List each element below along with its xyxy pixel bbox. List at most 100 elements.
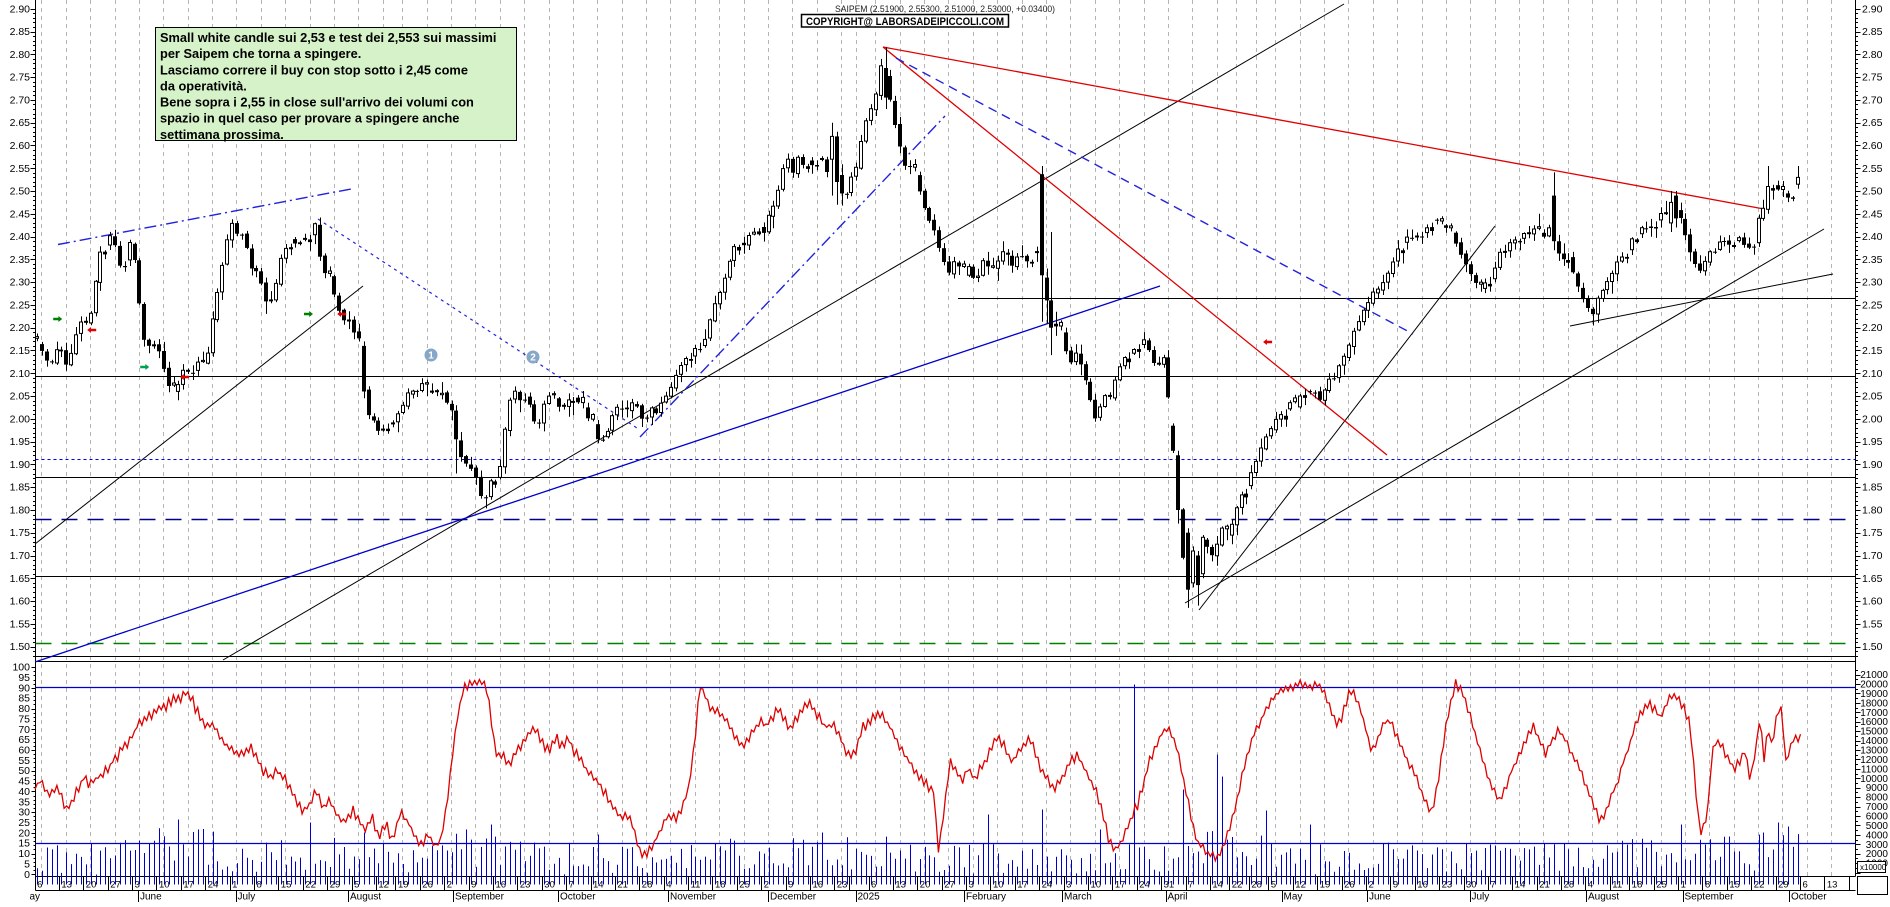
svg-text:2.55: 2.55	[1862, 163, 1883, 175]
svg-text:2.50: 2.50	[10, 186, 31, 198]
svg-text:8: 8	[1705, 880, 1710, 891]
svg-text:1.75: 1.75	[10, 527, 31, 539]
svg-text:September: September	[1685, 892, 1735, 903]
svg-text:14: 14	[593, 880, 604, 891]
svg-text:5: 5	[1271, 880, 1276, 891]
svg-text:6000: 6000	[1866, 812, 1889, 823]
svg-text:30: 30	[1466, 880, 1477, 891]
svg-text:1.55: 1.55	[10, 618, 31, 630]
svg-text:2.55: 2.55	[10, 163, 31, 175]
svg-text:4: 4	[1588, 880, 1593, 891]
svg-text:70: 70	[18, 724, 30, 736]
svg-text:22: 22	[1754, 880, 1765, 891]
svg-text:2.15: 2.15	[10, 345, 31, 357]
svg-text:20000: 20000	[1860, 680, 1888, 691]
svg-text:5: 5	[24, 858, 30, 870]
svg-text:85: 85	[18, 693, 30, 705]
svg-text:2.35: 2.35	[1862, 254, 1883, 266]
svg-text:2.75: 2.75	[1862, 72, 1883, 84]
svg-text:2.30: 2.30	[10, 277, 31, 289]
svg-text:75: 75	[18, 713, 30, 725]
svg-text:16000: 16000	[1860, 717, 1888, 728]
svg-text:10: 10	[159, 880, 170, 891]
svg-text:90: 90	[18, 682, 30, 694]
svg-text:8000: 8000	[1866, 793, 1889, 804]
svg-text:2.25: 2.25	[1862, 299, 1883, 311]
svg-text:per Saipem che torna a spinger: per Saipem che torna a spingere.	[160, 46, 361, 61]
svg-text:11000: 11000	[1861, 764, 1889, 775]
svg-text:17: 17	[1115, 880, 1126, 891]
svg-text:15000: 15000	[1860, 727, 1888, 738]
svg-text:4: 4	[666, 880, 671, 891]
svg-text:1.50: 1.50	[1862, 641, 1883, 653]
svg-text:1.50: 1.50	[10, 641, 31, 653]
svg-text:17: 17	[183, 880, 194, 891]
svg-text:23: 23	[837, 880, 848, 891]
svg-text:spazio in quel caso per provar: spazio in quel caso per provare a spinge…	[160, 111, 459, 126]
svg-text:3: 3	[1066, 880, 1071, 891]
svg-text:x10000: x10000	[1860, 863, 1887, 872]
svg-text:29: 29	[1778, 880, 1789, 891]
svg-text:2.40: 2.40	[1862, 231, 1883, 243]
svg-text:21000: 21000	[1860, 670, 1888, 681]
svg-text:30: 30	[18, 807, 30, 819]
svg-text:19: 19	[398, 880, 409, 891]
svg-text:October: October	[560, 892, 596, 903]
svg-text:Lasciamo correre il buy con st: Lasciamo correre il buy con stop sotto i…	[160, 62, 468, 77]
svg-text:16: 16	[496, 880, 507, 891]
svg-text:2.70: 2.70	[1862, 94, 1883, 106]
svg-text:10: 10	[1091, 880, 1102, 891]
svg-text:27: 27	[110, 880, 121, 891]
svg-text:1.60: 1.60	[1862, 596, 1883, 608]
svg-text:12: 12	[1295, 880, 1306, 891]
svg-text:ay: ay	[30, 892, 41, 903]
svg-text:25: 25	[18, 817, 30, 829]
svg-text:1: 1	[428, 351, 434, 362]
svg-text:1.65: 1.65	[1862, 573, 1883, 585]
svg-text:1.95: 1.95	[1862, 436, 1883, 448]
svg-text:May: May	[1284, 892, 1303, 903]
svg-text:2: 2	[1369, 880, 1374, 891]
svg-text:19: 19	[1320, 880, 1331, 891]
svg-text:23: 23	[1442, 880, 1453, 891]
svg-text:11: 11	[691, 880, 701, 891]
svg-text:2.60: 2.60	[10, 140, 31, 152]
svg-text:28: 28	[642, 880, 653, 891]
svg-text:2.65: 2.65	[10, 117, 31, 129]
svg-text:September: September	[455, 892, 505, 903]
svg-text:12: 12	[378, 880, 389, 891]
svg-text:1.90: 1.90	[10, 459, 31, 471]
svg-text:65: 65	[18, 734, 30, 746]
svg-text:7000: 7000	[1866, 802, 1889, 813]
svg-text:13: 13	[1827, 880, 1838, 891]
svg-text:2.20: 2.20	[1862, 322, 1883, 334]
svg-text:24: 24	[208, 880, 219, 891]
svg-text:1.85: 1.85	[10, 482, 31, 494]
svg-text:COPYRIGHT@ LABORSADEIPICCOLI.C: COPYRIGHT@ LABORSADEIPICCOLI.COM	[806, 16, 1004, 28]
svg-text:June: June	[1369, 892, 1391, 903]
svg-text:2025: 2025	[858, 892, 881, 903]
svg-text:35: 35	[18, 796, 30, 808]
svg-text:da operatività.: da operatività.	[160, 78, 247, 93]
svg-text:5000: 5000	[1866, 821, 1889, 832]
svg-text:2.80: 2.80	[1862, 49, 1883, 61]
svg-text:50: 50	[18, 765, 30, 777]
svg-text:1.70: 1.70	[1862, 550, 1883, 562]
svg-text:2.75: 2.75	[10, 72, 31, 84]
svg-text:1.60: 1.60	[10, 596, 31, 608]
svg-text:28: 28	[1564, 880, 1575, 891]
svg-text:10000: 10000	[1860, 774, 1888, 785]
svg-text:2.45: 2.45	[10, 208, 31, 220]
svg-text:14: 14	[1515, 880, 1526, 891]
svg-text:2.70: 2.70	[10, 94, 31, 106]
svg-text:15: 15	[1729, 880, 1740, 891]
svg-text:1.70: 1.70	[10, 550, 31, 562]
svg-text:26: 26	[1344, 880, 1355, 891]
svg-text:30: 30	[544, 880, 555, 891]
svg-text:21: 21	[617, 880, 628, 891]
svg-text:2.00: 2.00	[1862, 413, 1883, 425]
svg-text:6: 6	[37, 880, 42, 891]
svg-text:95: 95	[18, 672, 30, 684]
svg-text:100: 100	[12, 662, 30, 674]
svg-text:18000: 18000	[1860, 698, 1888, 709]
